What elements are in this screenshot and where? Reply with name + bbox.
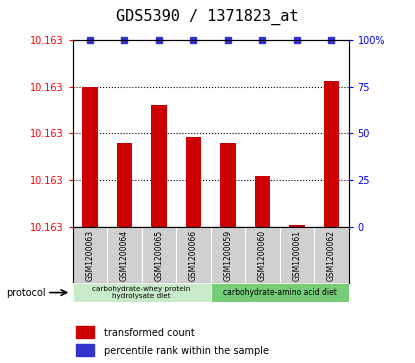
Bar — [220, 143, 236, 227]
Text: GSM1200065: GSM1200065 — [154, 229, 164, 281]
Text: protocol: protocol — [6, 287, 46, 298]
Text: percentile rank within the sample: percentile rank within the sample — [104, 346, 269, 356]
Bar — [82, 87, 98, 227]
Bar — [76, 326, 94, 338]
Bar — [289, 225, 305, 227]
Text: carbohydrate-whey protein
hydrolysate diet: carbohydrate-whey protein hydrolysate di… — [93, 286, 191, 299]
Text: GSM1200062: GSM1200062 — [327, 229, 336, 281]
Text: GSM1200060: GSM1200060 — [258, 229, 267, 281]
Bar — [254, 176, 270, 227]
Bar — [151, 105, 167, 227]
Text: GSM1200064: GSM1200064 — [120, 229, 129, 281]
Bar — [324, 81, 339, 227]
Bar — [76, 344, 94, 356]
Text: GSM1200061: GSM1200061 — [292, 229, 301, 281]
Text: GDS5390 / 1371823_at: GDS5390 / 1371823_at — [116, 9, 299, 25]
Text: transformed count: transformed count — [104, 327, 195, 338]
Bar — [117, 143, 132, 227]
Text: carbohydrate-amino acid diet: carbohydrate-amino acid diet — [223, 288, 337, 297]
Bar — [73, 283, 211, 302]
Text: GSM1200063: GSM1200063 — [85, 229, 94, 281]
Bar — [186, 137, 201, 227]
Bar — [211, 283, 349, 302]
Text: GSM1200066: GSM1200066 — [189, 229, 198, 281]
Text: GSM1200059: GSM1200059 — [223, 229, 232, 281]
